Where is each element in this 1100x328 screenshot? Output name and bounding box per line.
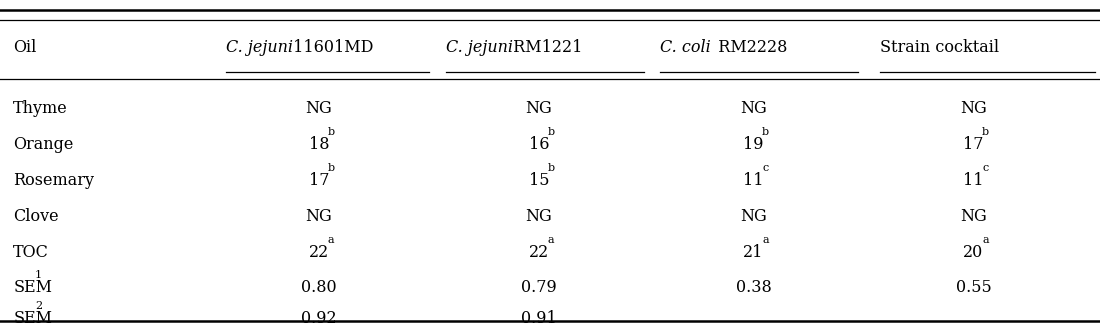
Text: Strain cocktail: Strain cocktail: [880, 39, 999, 56]
Text: 0.92: 0.92: [301, 310, 337, 327]
Text: TOC: TOC: [13, 244, 50, 261]
Text: NG: NG: [306, 208, 332, 225]
Text: 11601MD: 11601MD: [287, 39, 373, 56]
Text: 22: 22: [529, 244, 549, 261]
Text: 21: 21: [744, 244, 763, 261]
Text: 15: 15: [529, 172, 549, 189]
Text: a: a: [548, 235, 554, 245]
Text: SEM: SEM: [13, 310, 52, 327]
Text: NG: NG: [526, 208, 552, 225]
Text: b: b: [328, 163, 334, 173]
Text: NG: NG: [960, 100, 987, 117]
Text: 0.38: 0.38: [736, 278, 771, 296]
Text: 17: 17: [309, 172, 329, 189]
Text: 11: 11: [964, 172, 983, 189]
Text: b: b: [328, 127, 334, 137]
Text: 11: 11: [744, 172, 763, 189]
Text: b: b: [548, 163, 554, 173]
Text: a: a: [982, 235, 989, 245]
Text: b: b: [548, 127, 554, 137]
Text: b: b: [762, 127, 769, 137]
Text: a: a: [762, 235, 769, 245]
Text: 0.91: 0.91: [521, 310, 557, 327]
Text: 0.55: 0.55: [956, 278, 991, 296]
Text: c: c: [982, 163, 988, 173]
Text: C. jejuni: C. jejuni: [226, 39, 293, 56]
Text: 2: 2: [35, 301, 42, 311]
Text: b: b: [982, 127, 989, 137]
Text: 19: 19: [744, 136, 763, 153]
Text: c: c: [762, 163, 768, 173]
Text: 1: 1: [35, 270, 42, 279]
Text: 20: 20: [964, 244, 983, 261]
Text: RM1221: RM1221: [507, 39, 582, 56]
Text: RM2228: RM2228: [708, 39, 788, 56]
Text: NG: NG: [306, 100, 332, 117]
Text: 22: 22: [309, 244, 329, 261]
Text: a: a: [328, 235, 334, 245]
Text: NG: NG: [740, 208, 767, 225]
Text: NG: NG: [740, 100, 767, 117]
Text: 0.79: 0.79: [521, 278, 557, 296]
Text: Clove: Clove: [13, 208, 58, 225]
Text: NG: NG: [526, 100, 552, 117]
Text: 16: 16: [529, 136, 549, 153]
Text: C. jejuni: C. jejuni: [446, 39, 513, 56]
Text: SEM: SEM: [13, 278, 52, 296]
Text: 18: 18: [309, 136, 329, 153]
Text: NG: NG: [960, 208, 987, 225]
Text: 17: 17: [964, 136, 983, 153]
Text: Rosemary: Rosemary: [13, 172, 95, 189]
Text: Thyme: Thyme: [13, 100, 68, 117]
Text: Oil: Oil: [13, 39, 36, 56]
Text: Orange: Orange: [13, 136, 74, 153]
Text: 0.80: 0.80: [301, 278, 337, 296]
Text: C. coli: C. coli: [660, 39, 711, 56]
